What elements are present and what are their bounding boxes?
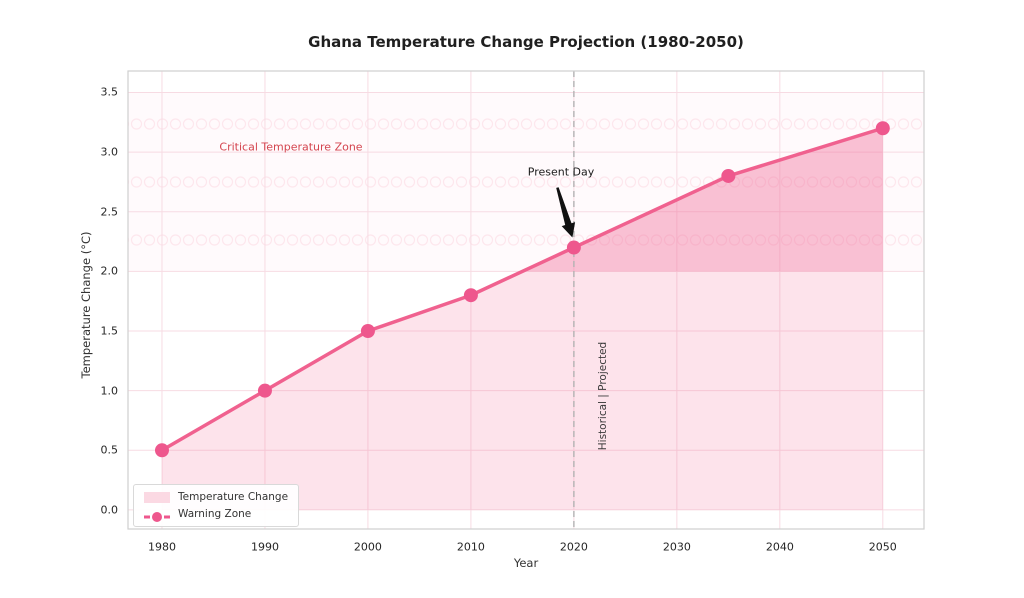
data-point-marker [463,288,478,303]
plot-border [127,70,925,530]
x-axis-label: Year [513,556,539,570]
legend-label: Warning Zone [178,508,252,520]
x-tick-label: 2050 [868,540,897,554]
data-point-marker [360,324,375,339]
y-tick-label: 3.5 [100,85,119,99]
present-day-label: Present Day [527,165,595,179]
x-tick-label: 2040 [765,540,794,554]
data-point-marker [154,443,169,458]
x-tick-label: 2000 [353,540,382,554]
x-tick-label: 2010 [456,540,485,554]
y-tick-label: 1.0 [100,384,119,398]
y-axis-label: Temperature Change (°C) [79,231,93,379]
y-tick-label: 3.0 [100,145,119,159]
data-point-marker [566,240,581,255]
chart-title: Ghana Temperature Change Projection (198… [308,33,744,51]
x-tick-label: 1980 [147,540,176,554]
y-tick-label: 1.5 [100,324,119,338]
y-tick-label: 2.0 [100,264,119,278]
data-point-marker [875,121,890,136]
historical-projected-label: Historical | Projected [597,341,609,451]
critical-zone-hatch [128,92,924,272]
critical-zone-label: Critical Temperature Zone [219,140,363,154]
temperature-area-fill [161,128,883,510]
legend-label: Temperature Change [178,491,289,503]
y-tick-label: 0.0 [100,503,119,517]
legend: Temperature Change Warning Zone [133,484,300,527]
present-day-arrow-icon [556,187,576,238]
legend-line-marker-swatch-icon [144,508,170,522]
y-tick-label: 2.5 [100,205,119,219]
legend-item-temperature-change: Temperature Change [144,491,288,503]
y-tick-label: 0.5 [100,443,119,457]
data-point-marker [257,383,272,398]
warning-zone-fill [522,128,883,272]
x-tick-label: 2020 [559,540,588,554]
data-point-marker [721,168,736,183]
x-tick-label: 1990 [250,540,279,554]
x-tick-label: 2030 [662,540,691,554]
legend-patch-swatch-icon [144,491,170,503]
legend-item-warning-zone: Warning Zone [144,508,288,522]
